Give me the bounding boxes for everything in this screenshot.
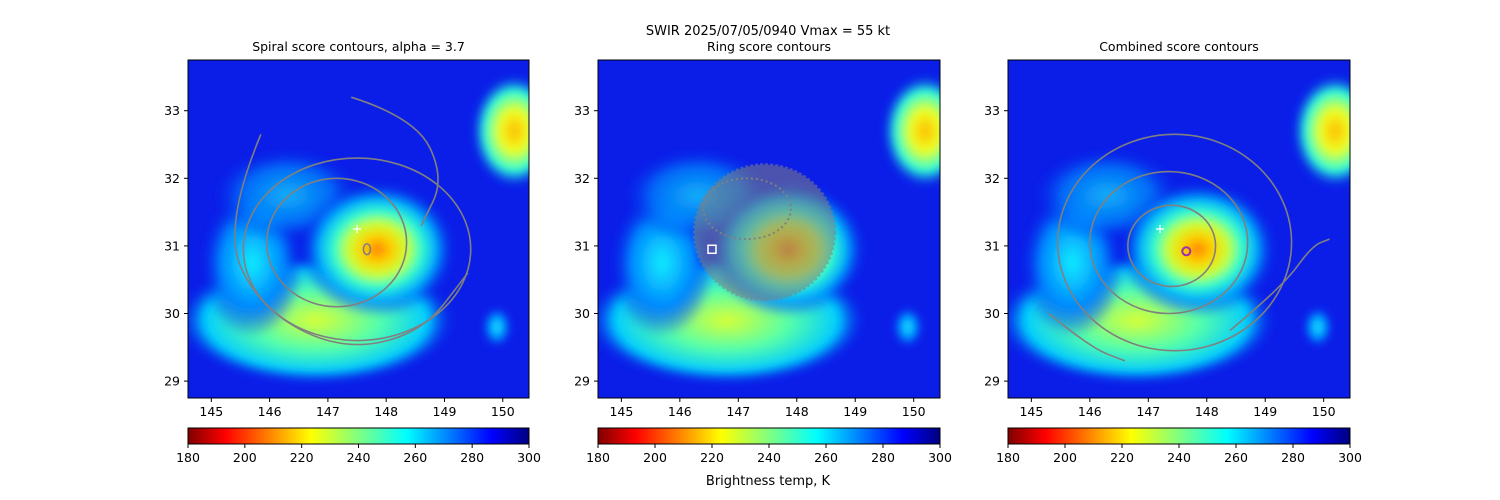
colorbar-label: Brightness temp, K [706, 474, 831, 489]
score-contour [1056, 133, 1293, 352]
x-tick-label: 149 [843, 404, 867, 419]
x-tick-label: 148 [374, 404, 398, 419]
panel-title: Combined score contours [1099, 39, 1259, 54]
colorbar-tick-label: 260 [814, 450, 838, 465]
x-tick-label: 148 [785, 404, 809, 419]
colorbar-tick-label: 200 [233, 450, 257, 465]
panel-spiral: Spiral score contours, alpha = 3.7 145 146… [164, 39, 541, 465]
y-tick-label: 29 [984, 374, 1000, 389]
x-tick-label: 146 [258, 404, 282, 419]
colorbar-tick-label: 200 [643, 450, 667, 465]
suptitle: SWIR 2025/07/05/0940 Vmax = 55 kt [646, 24, 890, 39]
y-tick-label: 31 [984, 238, 1000, 253]
score-contour [1127, 204, 1217, 288]
x-tick-label: 149 [433, 404, 457, 419]
x-tick-label: 145 [609, 404, 633, 419]
plot-frame [597, 59, 941, 399]
y-tick-label: 29 [574, 374, 590, 389]
plot-frame [1007, 59, 1351, 399]
satellite-image [1008, 60, 1350, 398]
colorbar-tick-label: 240 [347, 450, 371, 465]
colorbar-tick-label: 280 [460, 450, 484, 465]
colorbar [187, 427, 530, 445]
colorbar-tick-label: 180 [586, 450, 610, 465]
x-tick-label: 150 [902, 404, 926, 419]
colorbar [1007, 427, 1351, 445]
colorbar-tick-label: 260 [403, 450, 427, 465]
spiral-contour [1048, 312, 1126, 362]
ring-contour [702, 177, 792, 241]
satellite-image [188, 60, 529, 398]
colorbar-tick-label: 200 [1053, 450, 1077, 465]
y-tick-label: 32 [984, 171, 1000, 186]
x-tick-label: 150 [1312, 404, 1336, 419]
score-contour [265, 177, 408, 308]
panel-combined: Combined score contours 145 146 147 148 149 15… [984, 39, 1362, 465]
panel-title: Spiral score contours, alpha = 3.7 [252, 39, 465, 54]
x-tick-label: 148 [1195, 404, 1219, 419]
x-tick-label: 147 [316, 404, 340, 419]
x-tick-label: 149 [1253, 404, 1277, 419]
y-tick-label: 30 [164, 306, 180, 321]
colorbar-tick-label: 260 [1224, 450, 1248, 465]
score-contour [362, 243, 372, 256]
y-tick-label: 30 [984, 306, 1000, 321]
y-tick-label: 32 [574, 171, 590, 186]
plot-frame [187, 59, 530, 399]
y-tick-label: 33 [984, 103, 1000, 118]
colorbar-tick-label: 280 [871, 450, 895, 465]
score-contour [242, 157, 472, 342]
first-guess-marker [1156, 225, 1164, 233]
spiral-contour [1229, 238, 1330, 332]
colorbar-tick-label: 180 [996, 450, 1020, 465]
y-tick-label: 32 [164, 171, 180, 186]
y-tick-label: 31 [574, 238, 590, 253]
colorbar-tick-label: 240 [757, 450, 781, 465]
colorbar-tick-label: 300 [928, 450, 952, 465]
first-guess-marker [353, 225, 362, 233]
colorbar-tick-label: 220 [290, 450, 314, 465]
ring-contour-region [692, 163, 837, 302]
colorbar-tick-label: 300 [517, 450, 541, 465]
center-marker [1181, 246, 1192, 257]
x-tick-label: 146 [668, 404, 692, 419]
x-tick-label: 145 [1019, 404, 1043, 419]
colorbar-tick-label: 220 [700, 450, 724, 465]
panel-ring: Ring score contours 145 146 147 148 149 150 29 3… [574, 39, 952, 465]
y-tick-label: 30 [574, 306, 590, 321]
x-tick-label: 147 [726, 404, 750, 419]
colorbar-tick-label: 300 [1338, 450, 1362, 465]
x-tick-label: 150 [491, 404, 515, 419]
colorbar-tick-label: 180 [176, 450, 200, 465]
colorbar-tick-label: 240 [1167, 450, 1191, 465]
colorbar-tick-label: 220 [1110, 450, 1134, 465]
satellite-image [598, 60, 940, 398]
score-contour [1089, 170, 1249, 315]
x-tick-label: 145 [199, 404, 223, 419]
colorbar-tick-label: 280 [1281, 450, 1305, 465]
y-tick-label: 33 [574, 103, 590, 118]
center-marker [707, 244, 717, 255]
colorbar [597, 427, 941, 445]
spiral-contour [350, 96, 439, 226]
y-tick-label: 29 [164, 374, 180, 389]
spiral-contour [234, 134, 469, 346]
y-tick-label: 31 [164, 238, 180, 253]
panel-title: Ring score contours [707, 39, 831, 54]
x-tick-label: 146 [1078, 404, 1102, 419]
y-tick-label: 33 [164, 103, 180, 118]
x-tick-label: 147 [1136, 404, 1160, 419]
